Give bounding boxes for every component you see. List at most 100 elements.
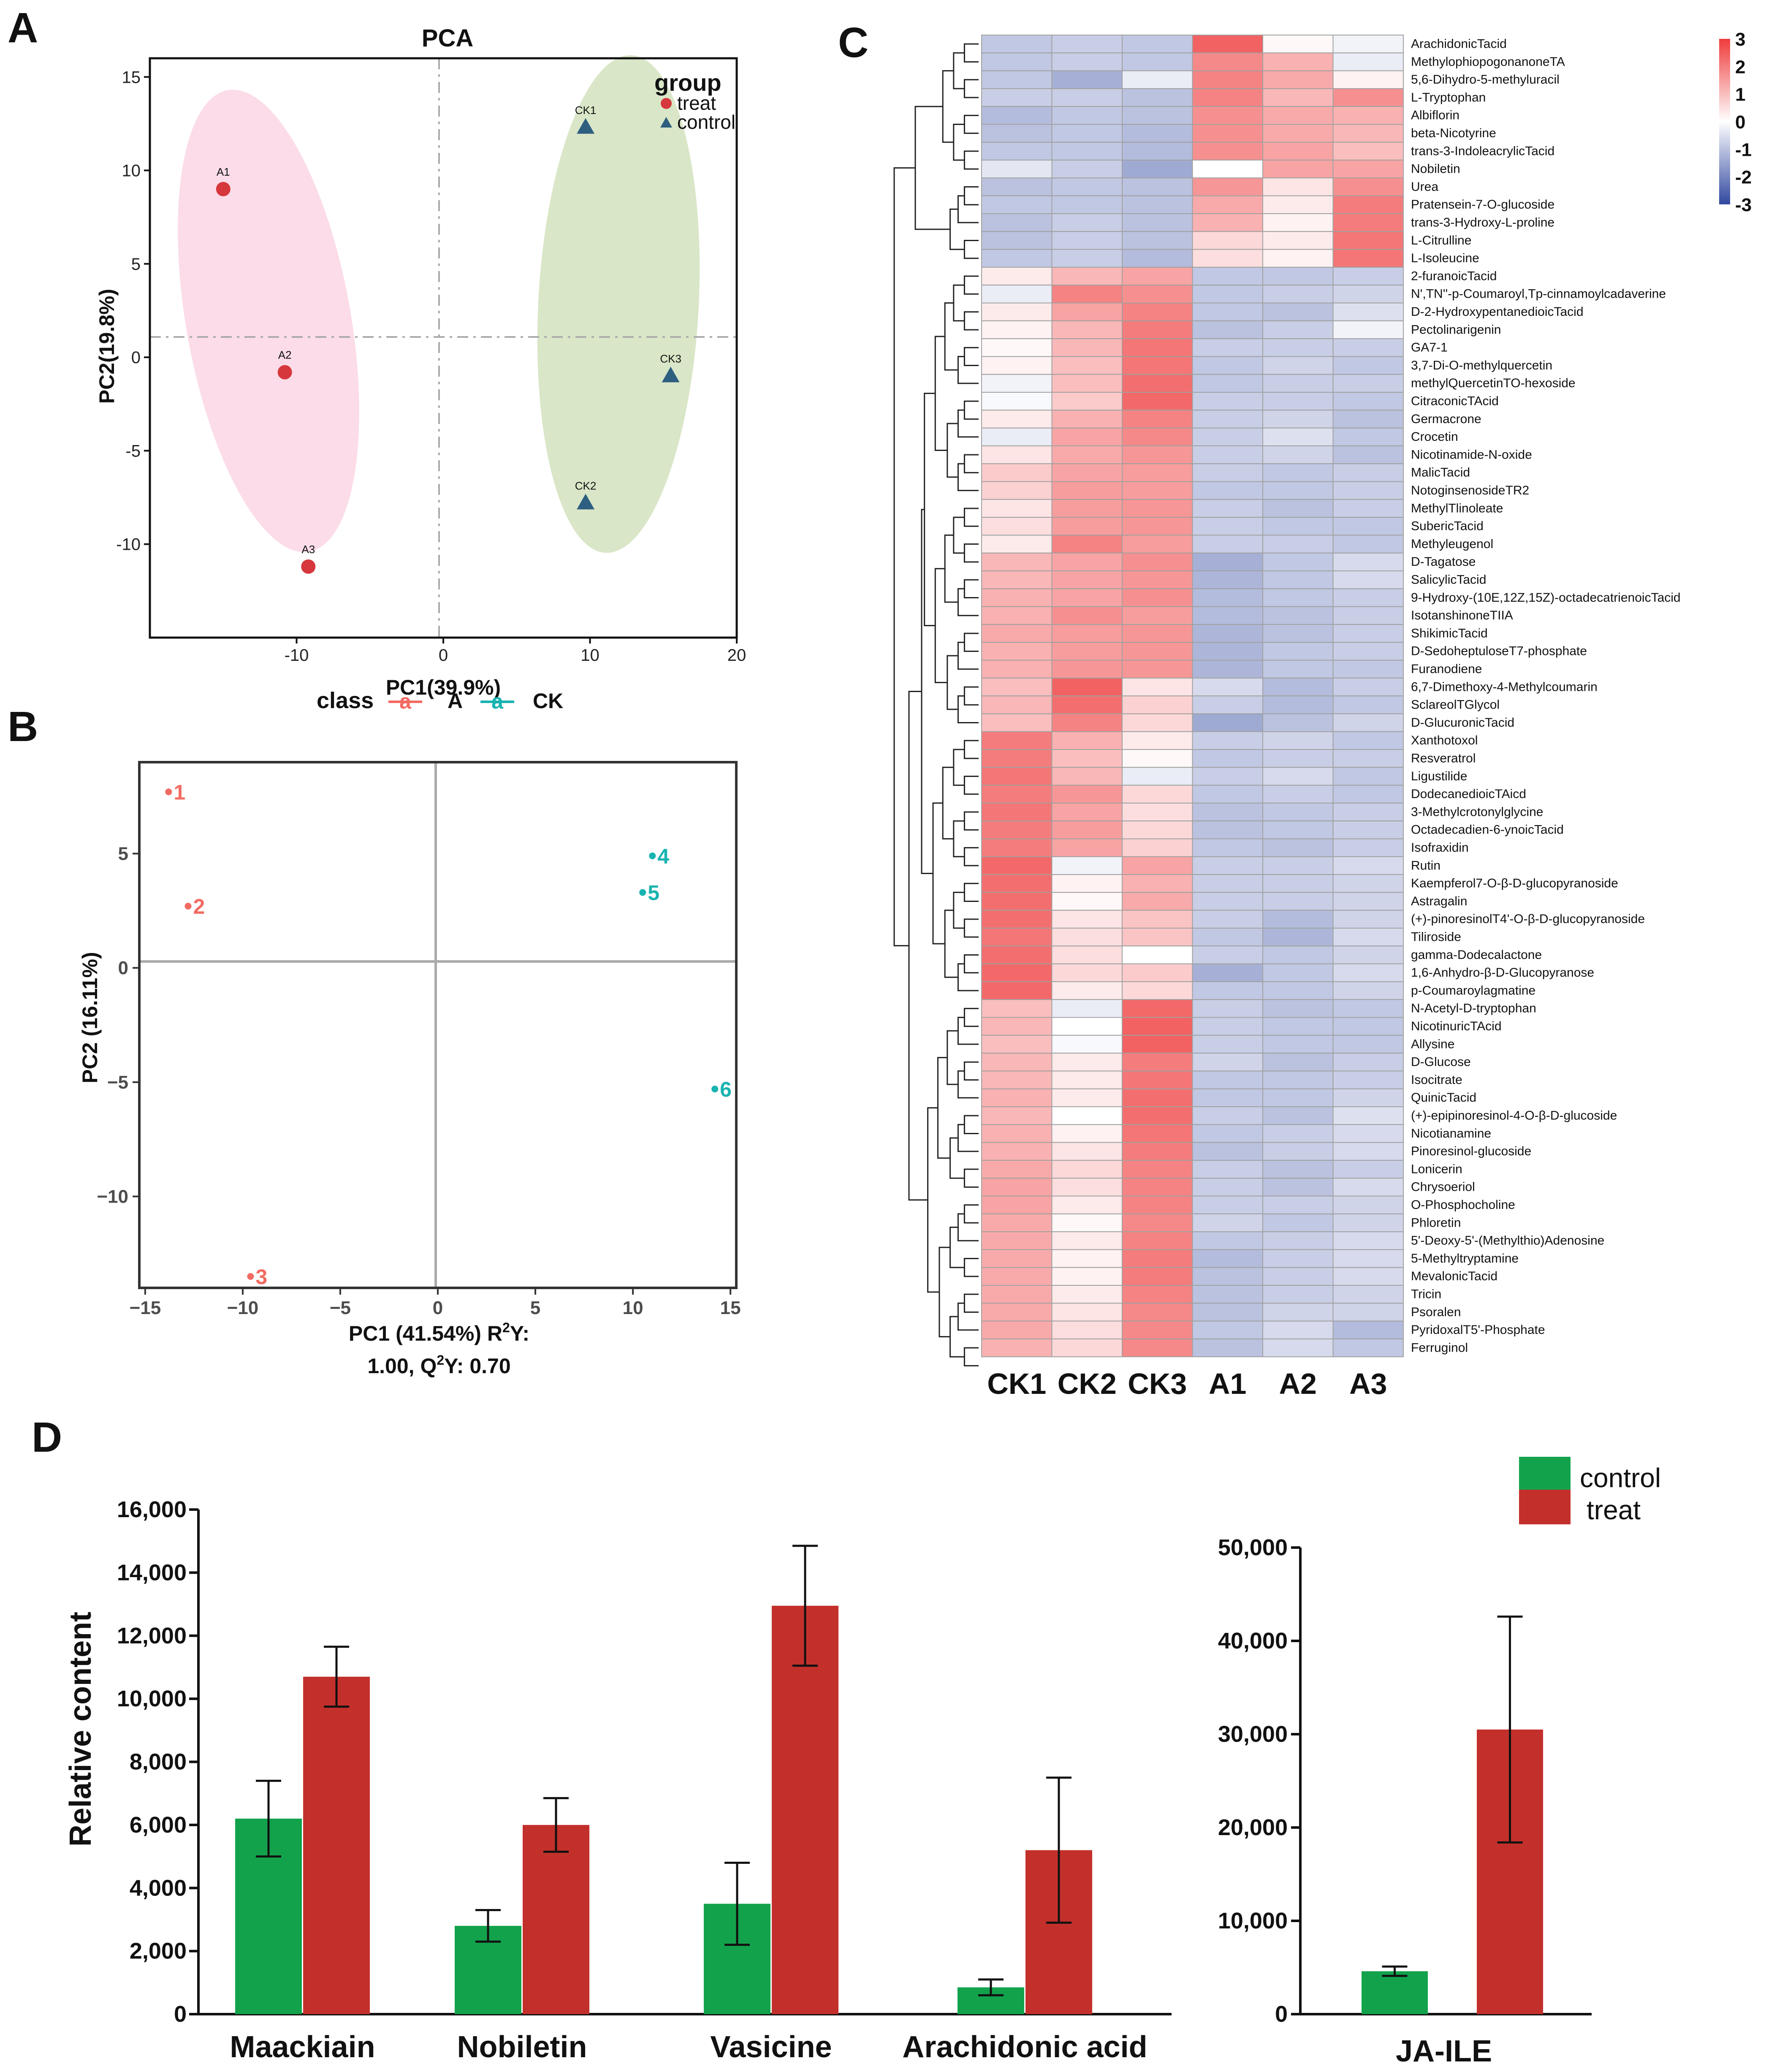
heatmap-cell	[1122, 892, 1193, 911]
heatmap-cell	[981, 249, 1053, 268]
heatmap-cell	[1332, 1142, 1404, 1161]
heatmap-row-label: Ligustilide	[1411, 769, 1467, 783]
heatmap-row-label: Astragalin	[1411, 894, 1467, 908]
heatmap-cell	[1051, 1249, 1123, 1268]
heatmap-cell	[981, 1320, 1053, 1339]
heatmap-cell	[1262, 52, 1334, 71]
heatmap-row-label: D-2-HydroxypentanedioicTacid	[1411, 305, 1584, 319]
heatmap-cell	[1332, 302, 1404, 321]
heatmap-row-label: O-Phosphocholine	[1411, 1198, 1515, 1212]
heatmap-cell	[1262, 731, 1334, 750]
pca-a-y-tick-label: 15	[122, 68, 141, 87]
heatmap-cell	[981, 785, 1053, 804]
heatmap-cell	[1192, 963, 1263, 982]
dendrogram-branch-9	[963, 239, 979, 259]
heatmap-cell	[1192, 785, 1263, 804]
heatmap-cell	[1051, 445, 1123, 464]
heatmap-cell	[1122, 1320, 1193, 1339]
heatmap-cell	[981, 1338, 1053, 1358]
heatmap-cell	[1332, 1070, 1404, 1089]
heatmap-cell	[1051, 928, 1123, 947]
bar-legend: control treat	[1519, 1457, 1661, 1525]
heatmap-cell	[1192, 892, 1263, 911]
heatmap-cell	[1051, 713, 1123, 732]
dendrogram-branch-4	[963, 150, 979, 170]
dendrogram-branch-62	[963, 1258, 979, 1277]
heatmap-row-label: MalicTacid	[1411, 466, 1470, 480]
heatmap-cell	[1262, 1160, 1334, 1179]
heatmap-cell	[981, 820, 1053, 839]
pca-b-x-tick-label: −15	[130, 1298, 161, 1318]
heatmap-scale-tick: -2	[1735, 167, 1752, 188]
pca-b-x-label-line1: PC1 (41.54%) R2Y:	[349, 1320, 529, 1345]
heatmap-cell	[981, 1195, 1053, 1214]
pca-a-y-tick-label: 10	[122, 162, 141, 180]
heatmap-cell	[1262, 1285, 1334, 1304]
heatmap-cell	[981, 124, 1053, 143]
heatmap-cell	[1122, 338, 1193, 357]
heatmap-cell	[981, 88, 1053, 107]
heatmap-cell	[1192, 1267, 1263, 1286]
heatmap-cell	[1122, 1231, 1193, 1250]
heatmap-cell	[981, 374, 1053, 393]
heatmap-cell	[1332, 1213, 1404, 1233]
heatmap-cell	[1192, 820, 1263, 839]
bar-right-y-tick-label: 40,000	[1218, 1628, 1288, 1654]
heatmap-cell	[1051, 606, 1123, 625]
heatmap-cell	[1262, 1231, 1334, 1250]
heatmap-cell	[981, 1249, 1053, 1268]
heatmap-cell	[1051, 785, 1123, 804]
heatmap-cell	[1051, 802, 1123, 822]
heatmap-cell	[1051, 517, 1123, 536]
heatmap-cell	[981, 749, 1053, 768]
heatmap-cell	[1332, 1338, 1404, 1358]
heatmap-row-label: ArachidonicTacid	[1411, 37, 1507, 51]
bar-left-y-tick-label: 0	[174, 2001, 187, 2027]
heatmap-cell	[1192, 35, 1263, 54]
heatmap-row-label: Tricin	[1411, 1287, 1441, 1301]
heatmap-cell	[1262, 1017, 1334, 1036]
heatmap-cell	[1051, 1142, 1123, 1161]
heatmap-cell	[1262, 517, 1334, 536]
heatmap-cell	[1262, 1213, 1334, 1233]
heatmap-cell	[1192, 302, 1263, 321]
dendrogram-branch-65	[957, 1302, 979, 1331]
heatmap-cell	[1332, 1160, 1404, 1179]
heatmap-cell	[981, 70, 1053, 89]
dendrogram-branch-11	[963, 275, 979, 295]
bar-left-category-label: Vasicine	[710, 2030, 832, 2064]
pca-a-point-CK1	[577, 118, 595, 134]
heatmap-row-label: Crocetin	[1411, 430, 1458, 444]
heatmap-cell	[1122, 535, 1193, 554]
heatmap-row-label: trans-3-Hydroxy-L-proline	[1411, 215, 1554, 229]
heatmap-cell	[1262, 999, 1334, 1018]
heatmap-cell	[981, 1213, 1053, 1233]
heatmap-cell	[1332, 70, 1404, 89]
heatmap-cell	[1332, 1053, 1404, 1072]
heatmap-cell	[1192, 517, 1263, 536]
heatmap-cell	[981, 802, 1053, 822]
heatmap-row-label: IsotanshinoneTIIA	[1411, 608, 1513, 622]
heatmap-cell	[981, 106, 1053, 125]
heatmap-cell	[1051, 856, 1123, 875]
pca-b-point-label: 1	[174, 780, 185, 804]
heatmap-cell	[1051, 338, 1123, 357]
heatmap-cell	[1192, 141, 1263, 161]
heatmap-cell	[1332, 767, 1404, 786]
heatmap-row-label: Furanodiene	[1411, 662, 1482, 676]
heatmap-cell	[1192, 1160, 1263, 1179]
heatmap-cell	[1051, 213, 1123, 232]
pca-a-y-tick-label: -10	[116, 535, 141, 554]
heatmap-cell	[981, 695, 1053, 714]
heatmap-cell	[1051, 945, 1123, 964]
heatmap-cell	[1122, 552, 1193, 571]
pca-b-point-5	[639, 889, 646, 896]
dendrogram-branch-22	[934, 336, 947, 451]
dendrogram-branch-32	[957, 695, 979, 724]
heatmap-cell	[1332, 749, 1404, 768]
pca-a-ticks: -10 0 10 20 15 10 5 0 -5 -10	[116, 68, 746, 665]
dendrogram-branch-37	[963, 775, 979, 795]
heatmap-cell	[1192, 106, 1263, 125]
heatmap-row-label: Resveratrol	[1411, 751, 1476, 765]
heatmap-cell	[1051, 570, 1123, 589]
